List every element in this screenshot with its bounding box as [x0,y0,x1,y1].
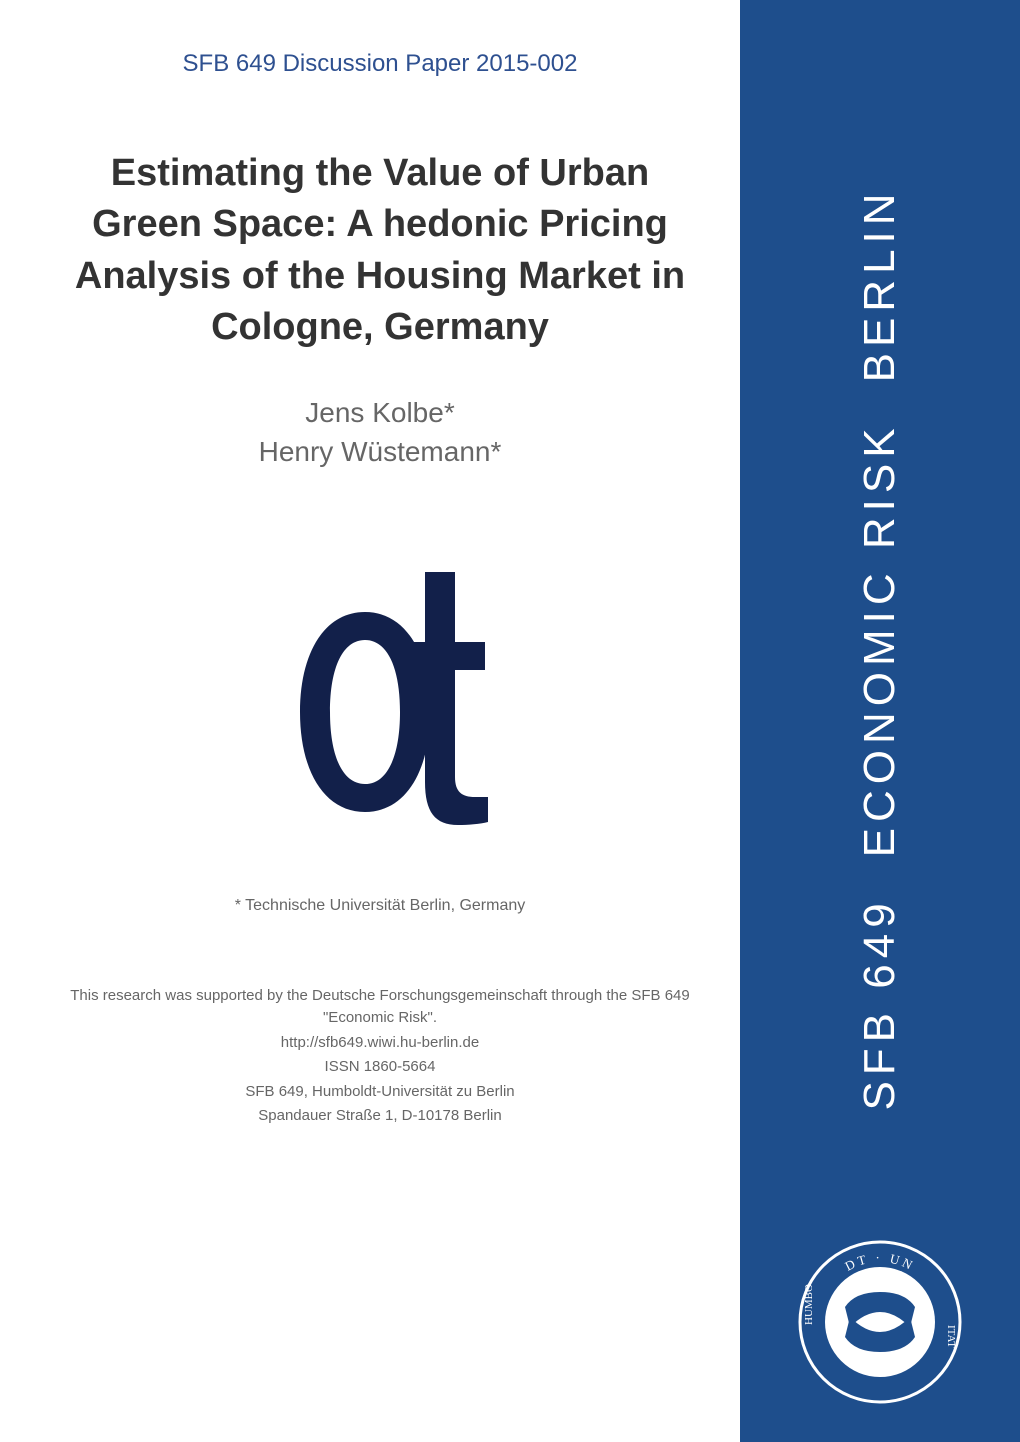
svg-text:HUMBO: HUMBO [803,1284,815,1325]
paper-title: Estimating the Value of Urban Green Spac… [60,148,700,353]
footer-address: Spandauer Straße 1, D-10178 Berlin [60,1105,700,1128]
logo-icon [270,552,490,852]
footer-institution: SFB 649, Humboldt-Universität zu Berlin [60,1081,700,1104]
sidebar-vertical-text: SFB 649ECONOMIC RISKBERLIN [855,187,905,1110]
authors-block: Jens Kolbe* Henry Wüstemann* [60,393,700,471]
svg-text:ITAT: ITAT [945,1325,957,1348]
footer-info: This research was supported by the Deuts… [60,985,700,1130]
footer-issn: ISSN 1860-5664 [60,1056,700,1079]
footer-support: This research was supported by the Deuts… [60,985,700,1030]
university-seal-icon: DT · UN U B E R L HUMBO ITAT [795,1237,965,1407]
page-container: SFB 649 Discussion Paper 2015-002 Estima… [0,0,1020,1442]
main-content: SFB 649 Discussion Paper 2015-002 Estima… [0,0,740,1442]
author-1: Jens Kolbe* [60,393,700,432]
sidebar: SFB 649ECONOMIC RISKBERLIN DT · UN U B E… [740,0,1020,1442]
logo-container [60,552,700,857]
footer-url: http://sfb649.wiwi.hu-berlin.de [60,1032,700,1055]
affiliations: * Technische Universität Berlin, Germany [60,897,700,915]
author-2: Henry Wüstemann* [60,432,700,471]
paper-series-label: SFB 649 Discussion Paper 2015-002 [60,50,700,78]
